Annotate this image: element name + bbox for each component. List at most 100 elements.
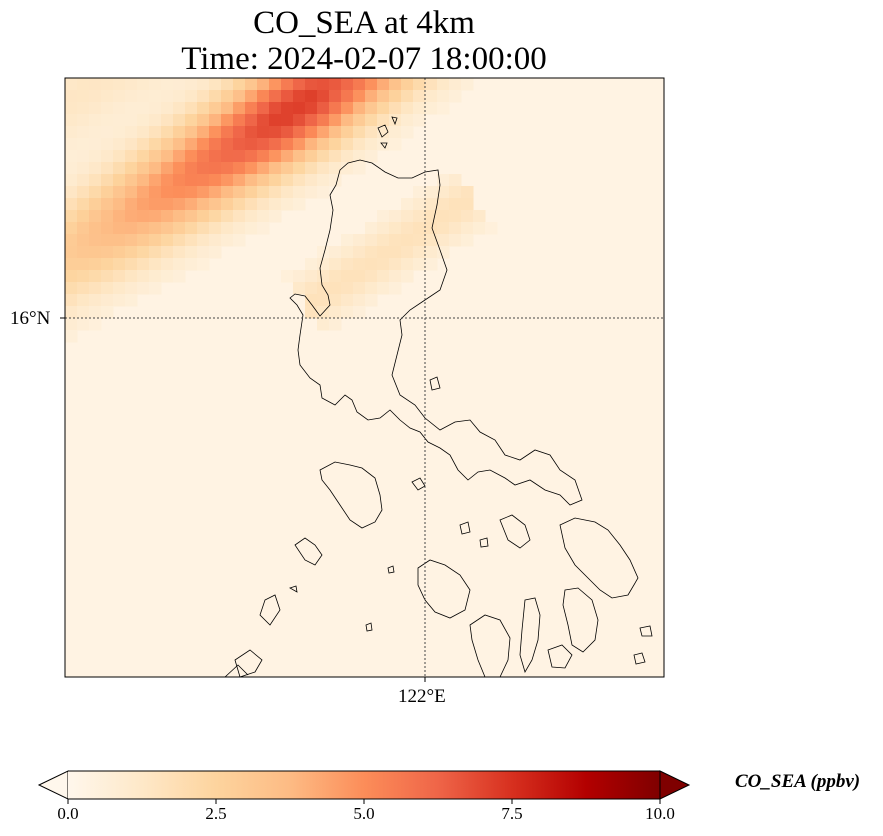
- co-plume-cell: [245, 186, 258, 199]
- co-plume-cell: [101, 306, 114, 319]
- co-plume-cell: [161, 222, 174, 235]
- co-plume-cell: [281, 186, 294, 199]
- co-plume-cell: [437, 246, 450, 259]
- colorbar-extend-max: [659, 770, 691, 800]
- co-plume-cell: [113, 126, 126, 139]
- co-plume-cell: [77, 174, 90, 187]
- co-plume-cell: [89, 138, 102, 151]
- co-plume-cell: [77, 270, 90, 283]
- co-plume-cell: [353, 90, 366, 103]
- co-plume-cell: [329, 318, 342, 331]
- co-plume-cell: [65, 162, 78, 175]
- co-plume-cell: [413, 78, 426, 91]
- co-plume-field: [65, 78, 498, 343]
- co-plume-cell: [257, 126, 270, 139]
- co-plume-cell: [281, 90, 294, 103]
- co-plume-cell: [125, 294, 138, 307]
- co-plume-cell: [389, 78, 402, 91]
- co-plume-cell: [197, 210, 210, 223]
- co-plume-cell: [245, 126, 258, 139]
- co-plume-cell: [89, 198, 102, 211]
- co-plume-cell: [269, 198, 282, 211]
- co-plume-cell: [65, 198, 78, 211]
- co-plume-cell: [113, 174, 126, 187]
- co-plume-cell: [89, 90, 102, 103]
- co-plume-cell: [233, 150, 246, 163]
- co-plume-cell: [413, 258, 426, 271]
- co-plume-cell: [173, 186, 186, 199]
- co-plume-cell: [305, 270, 318, 283]
- co-plume-cell: [161, 126, 174, 139]
- co-plume-cell: [101, 150, 114, 163]
- co-plume-cell: [245, 222, 258, 235]
- co-plume-cell: [365, 90, 378, 103]
- co-plume-cell: [341, 114, 354, 127]
- co-plume-cell: [77, 318, 90, 331]
- co-plume-cell: [221, 150, 234, 163]
- co-plume-cell: [353, 258, 366, 271]
- co-plume-cell: [137, 246, 150, 259]
- co-plume-cell: [77, 138, 90, 151]
- co-plume-cell: [413, 102, 426, 115]
- colorbar-label: CO_SEA (ppbv): [735, 771, 861, 792]
- co-plume-cell: [161, 210, 174, 223]
- co-plume-cell: [77, 162, 90, 175]
- co-plume-cell: [65, 174, 78, 187]
- co-plume-cell: [197, 126, 210, 139]
- co-plume-cell: [173, 246, 186, 259]
- co-plume-cell: [89, 186, 102, 199]
- co-plume-cell: [377, 222, 390, 235]
- co-plume-cell: [341, 258, 354, 271]
- co-plume-cell: [173, 138, 186, 151]
- co-plume-cell: [101, 162, 114, 175]
- co-plume-cell: [365, 294, 378, 307]
- co-plume-cell: [425, 198, 438, 211]
- co-plume-cell: [149, 150, 162, 163]
- co-plume-cell: [317, 318, 330, 331]
- co-plume-cell: [137, 210, 150, 223]
- co-plume-cell: [449, 210, 462, 223]
- co-plume-cell: [281, 78, 294, 91]
- co-plume-cell: [101, 78, 114, 91]
- co-plume-cell: [101, 138, 114, 151]
- co-plume-cell: [245, 150, 258, 163]
- co-plume-cell: [257, 162, 270, 175]
- co-plume-cell: [137, 186, 150, 199]
- co-plume-cell: [149, 174, 162, 187]
- co-plume-cell: [125, 210, 138, 223]
- colorbar: [37, 770, 691, 804]
- co-plume-cell: [293, 78, 306, 91]
- co-plume-cell: [437, 198, 450, 211]
- co-plume-cell: [185, 258, 198, 271]
- co-plume-cell: [161, 102, 174, 115]
- co-plume-cell: [125, 234, 138, 247]
- co-plume-cell: [149, 258, 162, 271]
- co-plume-cell: [293, 162, 306, 175]
- co-plume-cell: [329, 90, 342, 103]
- co-plume-cell: [89, 150, 102, 163]
- co-plume-cell: [137, 150, 150, 163]
- co-plume-cell: [209, 102, 222, 115]
- co-plume-cell: [77, 126, 90, 139]
- co-plume-cell: [173, 234, 186, 247]
- co-plume-cell: [173, 90, 186, 103]
- co-plume-cell: [161, 150, 174, 163]
- co-plume-cell: [281, 126, 294, 139]
- co-plume-cell: [89, 282, 102, 295]
- co-plume-cell: [161, 90, 174, 103]
- co-plume-cell: [221, 162, 234, 175]
- colorbar-extend-min: [37, 770, 69, 800]
- co-plume-cell: [221, 126, 234, 139]
- co-plume-cell: [353, 78, 366, 91]
- co-plume-cell: [125, 102, 138, 115]
- co-plume-cell: [125, 282, 138, 295]
- co-plume-cell: [317, 102, 330, 115]
- co-plume-cell: [329, 150, 342, 163]
- co-plume-cell: [365, 78, 378, 91]
- co-plume-cell: [149, 162, 162, 175]
- co-plume-cell: [149, 222, 162, 235]
- co-plume-cell: [113, 138, 126, 151]
- co-plume-cell: [209, 246, 222, 259]
- colorbar-tick-label: 0.0: [57, 804, 79, 823]
- co-plume-cell: [257, 138, 270, 151]
